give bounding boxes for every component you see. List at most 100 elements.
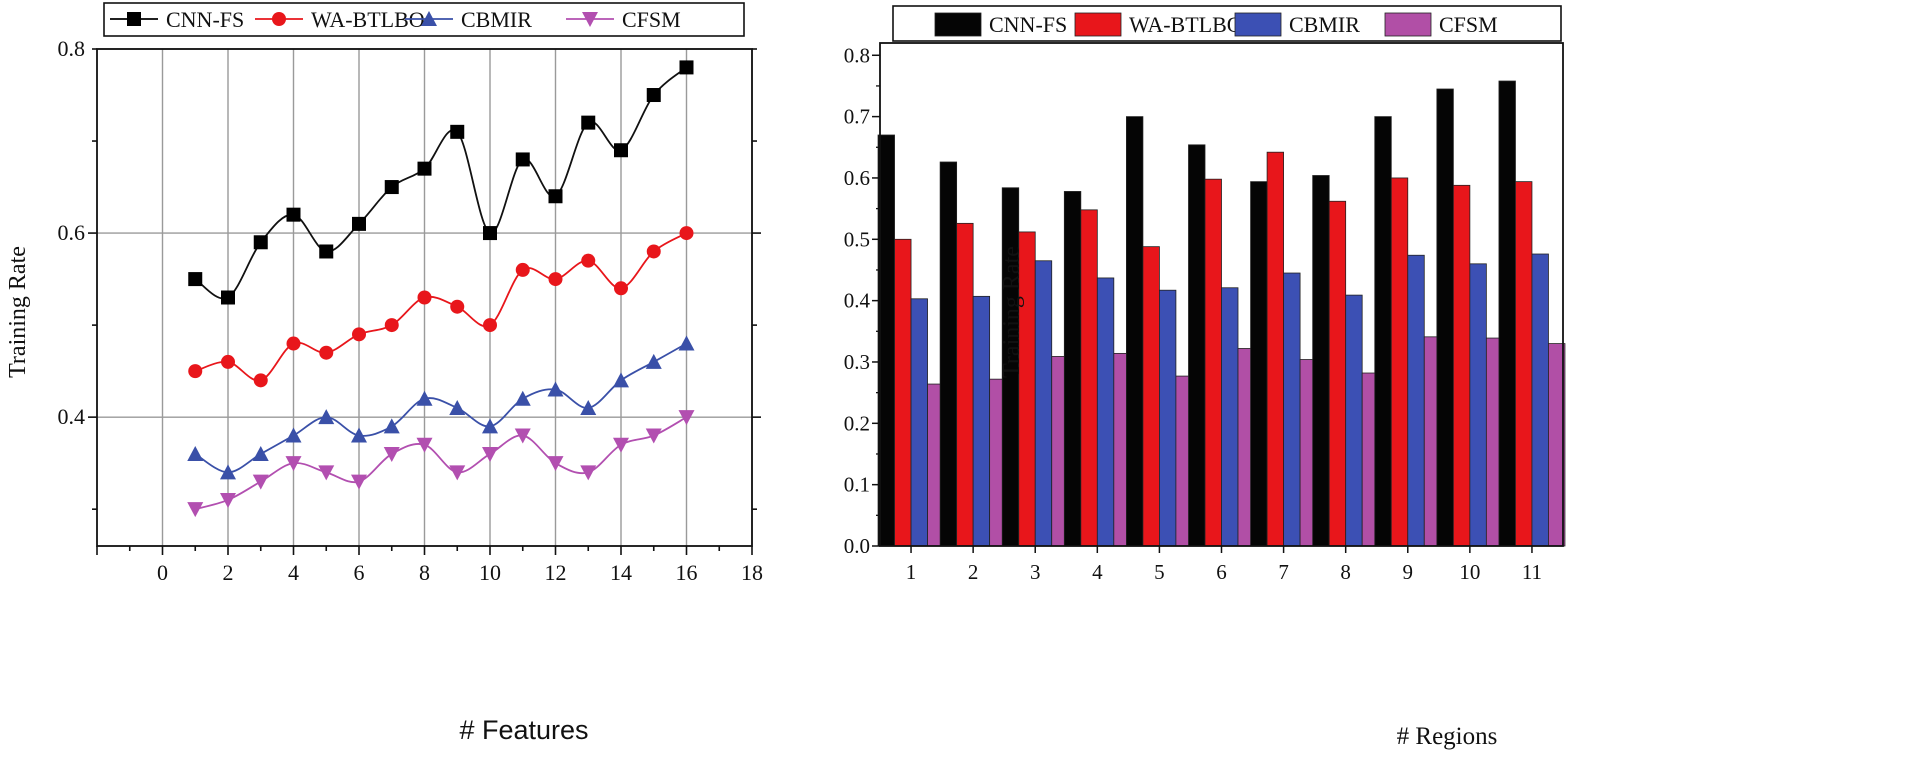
point-cbmir-2 xyxy=(220,464,236,480)
point-cfsm-3 xyxy=(252,474,269,490)
point-cfsm-6 xyxy=(351,474,367,490)
bar-chart-training-rate-vs-regions: 1 2 3 4 5 6 7 8 9 10 11 0.00.10.20.30.40.50.60.70.… xyxy=(844,5,1566,750)
x-tick-label-7: 7 xyxy=(1278,560,1289,584)
bar-wa-btlbo-11 xyxy=(1515,181,1533,547)
x-tick-label-4: 4 xyxy=(288,560,299,585)
bar-cbmir-7 xyxy=(1283,272,1301,547)
legend: CNN-FS WA-BTLBO CBMIR CFSM xyxy=(892,5,1562,42)
bar-cnn-fs-4 xyxy=(1063,191,1082,547)
x-tick-label-4: 4 xyxy=(1092,560,1103,584)
legend-swatch-cbmir xyxy=(1234,12,1282,37)
y-tick-label-0.8: 0.8 xyxy=(844,43,870,67)
point-cfsm-8 xyxy=(416,437,433,453)
x-tick-label-16: 16 xyxy=(676,560,698,585)
point-wa-btlbo-8 xyxy=(417,290,432,305)
bar-cbmir-5 xyxy=(1159,289,1177,547)
point-cnn-fs-14 xyxy=(614,143,628,158)
legend-marker-wa-btlbo xyxy=(272,12,286,26)
point-cfsm-1 xyxy=(187,502,204,518)
point-cnn-fs-16 xyxy=(679,60,694,75)
x-tick-labels: 1 2 3 4 5 6 7 8 9 10 11 xyxy=(906,560,1542,584)
x-tick-label-6: 6 xyxy=(1216,560,1227,584)
y-tick-label-0.0: 0.0 xyxy=(844,534,870,558)
point-cfsm-9 xyxy=(449,465,466,481)
line-cnn-fs xyxy=(194,66,688,300)
point-wa-btlbo-4 xyxy=(286,336,301,351)
line-chart-training-rate-vs-features: 0 2 4 6 8 10 12 14 16 18 0.4 0.6 0.8 # Features Tra… xyxy=(5,2,763,745)
y-tick-label-0.4: 0.4 xyxy=(844,289,871,313)
y-axis-label: Training Rate xyxy=(5,246,31,378)
point-cfsm-2 xyxy=(220,492,236,508)
y-tick-label-0.5: 0.5 xyxy=(844,227,870,251)
point-wa-btlbo-9 xyxy=(450,299,465,314)
legend-marker-cnn-fs xyxy=(127,12,141,26)
point-cbmir-16 xyxy=(678,335,695,351)
point-cbmir-13 xyxy=(580,399,597,415)
point-cnn-fs-5 xyxy=(319,244,334,259)
y-tick-labels: 0.4 0.6 0.8 xyxy=(58,36,86,429)
x-tick-label-8: 8 xyxy=(419,560,430,585)
legend-label-cfsm: CFSM xyxy=(1439,12,1498,37)
point-cfsm-12 xyxy=(547,456,564,472)
x-tick-label-8: 8 xyxy=(1340,560,1351,584)
bar-cbmir-11 xyxy=(1531,253,1549,547)
bar-wa-btlbo-9 xyxy=(1390,177,1409,547)
bar-cnn-fs-8 xyxy=(1312,175,1330,547)
x-axis-label: # Features xyxy=(459,715,588,745)
point-cfsm-4 xyxy=(285,456,302,472)
legend-swatch-cfsm xyxy=(1384,12,1432,37)
y-tick-labels: 0.0 0.1 0.2 0.3 0.4 0.5 0.6 0.7 0.8 xyxy=(844,43,871,558)
bar-wa-btlbo-6 xyxy=(1204,178,1222,547)
bar-wa-btlbo-8 xyxy=(1328,200,1347,547)
series-cfsm xyxy=(187,410,695,518)
bar-wa-btlbo-7 xyxy=(1266,151,1284,547)
point-wa-btlbo-5 xyxy=(319,345,334,360)
bar-wa-btlbo-2 xyxy=(956,222,974,547)
point-cnn-fs-1 xyxy=(188,272,203,287)
point-cbmir-14 xyxy=(613,372,629,388)
point-cbmir-11 xyxy=(514,390,531,406)
x-tick-label-18: 18 xyxy=(741,560,763,585)
point-cfsm-10 xyxy=(482,446,498,462)
y-tick-label-0.7: 0.7 xyxy=(844,105,870,129)
point-wa-btlbo-1 xyxy=(188,364,203,379)
point-wa-btlbo-3 xyxy=(253,373,268,388)
point-wa-btlbo-15 xyxy=(646,244,661,259)
series-cbmir xyxy=(187,335,695,480)
x-tick-label-10: 10 xyxy=(479,560,501,585)
point-cbmir-1 xyxy=(187,445,204,461)
bar-cnn-fs-5 xyxy=(1126,116,1144,547)
series-cnn-fs xyxy=(188,60,694,305)
bar-wa-btlbo-5 xyxy=(1142,246,1160,547)
legend-label-cbmir: CBMIR xyxy=(1289,12,1360,37)
legend-box xyxy=(892,5,1562,42)
point-wa-btlbo-7 xyxy=(384,318,399,333)
bar-cbmir-6 xyxy=(1221,287,1239,547)
point-cbmir-9 xyxy=(449,399,466,415)
bar-cbmir-9 xyxy=(1407,254,1425,547)
point-cbmir-15 xyxy=(645,353,662,369)
x-tick-labels: 0 2 4 6 8 10 12 14 16 18 xyxy=(157,560,763,585)
bar-cbmir-2 xyxy=(972,295,991,547)
point-wa-btlbo-6 xyxy=(352,327,366,342)
point-cfsm-15 xyxy=(645,428,662,444)
point-cfsm-7 xyxy=(383,446,400,462)
point-cnn-fs-13 xyxy=(581,115,596,130)
point-cfsm-5 xyxy=(318,465,335,481)
bar-cnn-fs-11 xyxy=(1498,80,1516,547)
y-tick-label-0.4: 0.4 xyxy=(58,404,86,429)
point-cnn-fs-12 xyxy=(548,189,563,204)
bar-cbmir-10 xyxy=(1469,263,1487,547)
legend-marker-cfsm xyxy=(582,12,598,27)
x-tick-label-9: 9 xyxy=(1403,560,1414,584)
point-cnn-fs-9 xyxy=(450,124,465,139)
bar-cnn-fs-2 xyxy=(939,161,958,547)
x-tick-label-11: 11 xyxy=(1522,560,1542,584)
point-cfsm-11 xyxy=(514,428,531,444)
point-cbmir-4 xyxy=(285,427,302,443)
x-tick-label-12: 12 xyxy=(545,560,567,585)
x-tick-label-2: 2 xyxy=(223,560,234,585)
x-tick-label-0: 0 xyxy=(157,560,168,585)
point-cfsm-13 xyxy=(580,465,597,481)
point-wa-btlbo-16 xyxy=(679,226,694,241)
